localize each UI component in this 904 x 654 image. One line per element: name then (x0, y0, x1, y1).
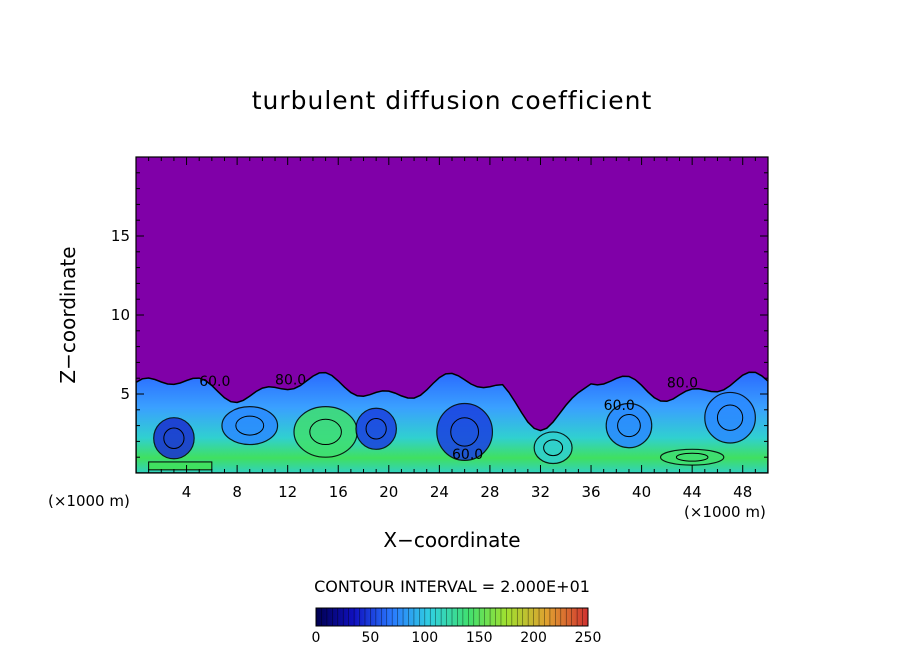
colorbar (315, 607, 589, 627)
eddy-core-5 (543, 439, 564, 457)
contour-label: 60.0 (452, 447, 483, 463)
x-tick-label: 40 (632, 483, 651, 501)
y-tick-label: 10 (111, 306, 130, 324)
eddy-core-1 (235, 415, 265, 436)
contour-label: 60.0 (604, 398, 635, 414)
plot-area (136, 157, 768, 473)
eddy-core-3 (365, 417, 387, 440)
x-axis-ticks: 4 8 12 16 20 24 28 32 36 40 44 48 (148, 157, 756, 501)
x-tick-label: 48 (733, 483, 752, 501)
colorbar-tick-label: 150 (466, 630, 493, 646)
y-tick-label: 15 (111, 227, 130, 245)
x-tick-label: 20 (379, 483, 398, 501)
x-tick-label: 36 (581, 483, 600, 501)
eddy-0 (153, 417, 195, 460)
x-unit-label-left: (×1000 m) (48, 492, 130, 510)
eddy-core-7 (716, 404, 744, 431)
x-tick-label: 24 (430, 483, 449, 501)
eddy-core-8 (675, 452, 709, 462)
y-tick-label: 5 (120, 385, 130, 403)
x-tick-label: 12 (278, 483, 297, 501)
eddy-core-6 (617, 414, 641, 438)
eddy-4 (436, 402, 494, 461)
x-tick-label: 28 (480, 483, 499, 501)
contour-label: 60.0 (199, 374, 230, 390)
colorbar-tick-label: 0 (312, 630, 321, 646)
contour-interval-text: CONTOUR INTERVAL = 2.000E+01 (314, 577, 590, 596)
colorbar-tick-label: 100 (411, 630, 438, 646)
x-tick-label: 4 (182, 483, 192, 501)
x-axis-label: X−coordinate (383, 528, 521, 552)
colorbar-ticks: 0 50 100 150 200 250 (312, 630, 602, 646)
eddy-structures (148, 391, 756, 471)
surface-band (148, 461, 213, 471)
contour-label: 80.0 (667, 376, 698, 392)
colorbar-tick-label: 250 (575, 630, 602, 646)
x-unit-label-right: (×1000 m) (684, 503, 766, 521)
colorbar-tick-label: 50 (361, 630, 379, 646)
eddy-6 (605, 402, 653, 449)
eddy-core-0 (163, 427, 185, 450)
contour-labels: 60.0 80.0 60.0 60.0 80.0 (199, 373, 698, 463)
eddy-1 (221, 406, 279, 446)
eddy-8 (659, 448, 725, 466)
contour-label: 80.0 (275, 373, 306, 389)
y-axis-ticks: 5 10 15 (111, 172, 768, 458)
x-tick-label: 44 (683, 483, 702, 501)
eddy-core-4 (450, 417, 480, 447)
chart-title: turbulent diffusion coefficient (251, 86, 653, 115)
eddy-2 (293, 406, 358, 458)
x-tick-label: 8 (232, 483, 242, 501)
eddy-3 (355, 407, 397, 450)
eddy-core-2 (309, 418, 342, 446)
x-tick-label: 16 (329, 483, 348, 501)
eddy-7 (704, 391, 756, 444)
eddy-5 (533, 431, 573, 465)
x-tick-label: 32 (531, 483, 550, 501)
colorbar-tick-label: 200 (520, 630, 547, 646)
